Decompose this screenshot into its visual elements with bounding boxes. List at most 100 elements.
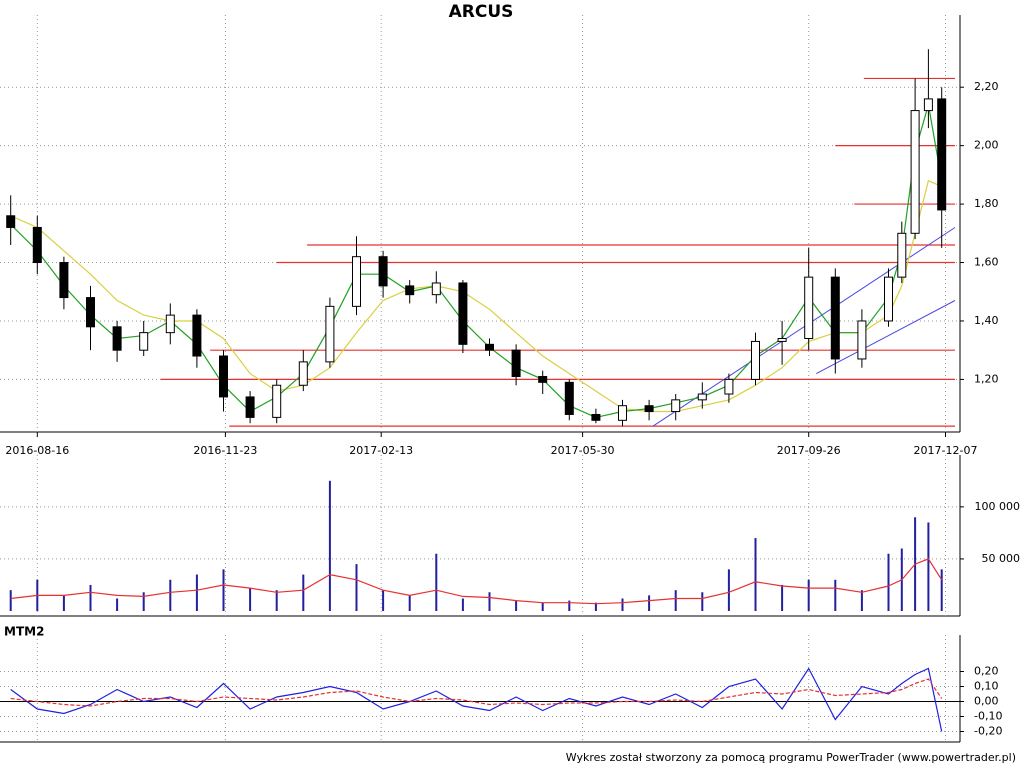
candle-body [910,110,920,234]
volume-bar [302,574,305,611]
volume-bar [488,592,491,611]
y-tick-label: 100 000 [975,500,1021,513]
candle-body [378,256,388,287]
candle-body [538,375,548,383]
indicator-line [10,678,943,707]
volume-bar [89,584,92,611]
candle-body [245,396,255,418]
volume-bar [674,590,677,611]
volume-bar [887,553,890,611]
candle-body [352,256,361,307]
volume-bar [727,569,730,611]
candle-body [485,343,494,351]
volume-bar [568,600,571,611]
candle-body [272,384,282,418]
volume-bar [408,595,411,611]
x-tick-label: 2016-08-16 [5,444,69,457]
candle-body [724,378,734,395]
volume-bar [461,598,464,611]
y-tick-label: -0,10 [974,710,1002,723]
volume-bar [754,538,757,611]
candle-body [618,405,627,421]
volume-bar [927,522,930,611]
x-tick-label: 2017-09-26 [777,444,841,457]
volume-bar [382,590,385,611]
y-tick-label: 50 000 [982,552,1021,565]
candle-body [139,332,149,351]
volume-bar [222,569,225,611]
candle-body [112,326,122,351]
y-tick-label: 2,00 [974,139,999,152]
candle-body [325,305,335,363]
indicator-line [10,667,943,732]
volume-bar [807,579,810,611]
x-tick-label: 2017-05-30 [551,444,615,457]
volume-bar [275,590,278,611]
volume-bar [195,574,198,611]
volume-bar [541,602,544,611]
volume-average [10,558,943,605]
y-tick-label: 2,20 [974,80,999,93]
x-tick-label: 2017-12-07 [914,444,978,457]
candle-body [86,297,95,328]
candle-body [697,393,707,401]
volume-bar [328,480,331,611]
candle-body [32,226,42,264]
candle-body [777,337,787,342]
candle-body [298,361,308,386]
volume-bar [834,579,837,611]
x-tick-label: 2016-11-23 [193,444,257,457]
candle-body [937,98,947,211]
y-tick-label: -0,20 [974,725,1002,738]
candle-body [923,98,933,112]
volume-bar [435,553,438,611]
y-tick-label: 1,80 [974,197,999,210]
chart-title: ARCUS [449,2,514,22]
candle-body [405,285,415,296]
footer: Wykres został stworzony za pomocą progra… [566,751,1016,764]
volume-bar [249,588,252,611]
moving-average [10,104,943,419]
volume-bar [515,600,518,611]
y-tick-label: 0,00 [974,695,999,708]
y-tick-label: 0,10 [974,680,999,693]
candle-body [59,262,69,299]
candle-body [751,340,760,380]
y-tick-label: 1,60 [974,256,999,269]
volume-bar [169,579,172,611]
volume-bar [142,592,145,611]
candle-body [511,349,521,377]
candle-body [830,276,840,360]
candle-body [431,282,441,296]
candle-body [857,320,867,360]
volume-bar [116,598,119,611]
candle-body [897,232,907,278]
panel-label: MTM2 [4,625,44,639]
candle-body [804,276,814,339]
trend-line [816,300,956,375]
candle-body [884,276,893,322]
candle-body [671,399,681,413]
y-tick-label: 1,20 [974,372,999,385]
candle-body [6,215,16,228]
candle-body [458,282,468,345]
moving-average [10,179,942,413]
candle-body [591,413,601,421]
volume-bar [860,590,863,611]
y-tick-label: 1,40 [974,314,999,327]
volume-bar [781,584,784,611]
x-tick-label: 2017-02-13 [349,444,413,457]
y-tick-label: 0,20 [974,665,999,678]
candle-body [644,405,654,413]
volume-bar [9,590,12,611]
candle-body [165,314,175,334]
candle-body [192,314,202,357]
volume-bar [62,595,65,611]
candle-body [219,355,228,398]
candle-body [564,381,574,415]
volume-bar [621,598,624,611]
volume-bar [648,595,651,611]
volume-bar [594,602,597,611]
volume-bar [355,564,358,611]
